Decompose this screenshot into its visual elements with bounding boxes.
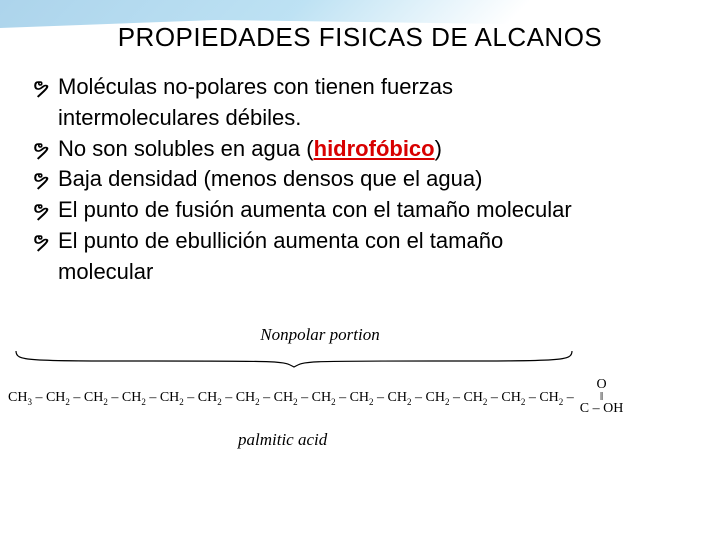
brace-icon xyxy=(14,349,574,369)
bullet-text: Moléculas no-polares con tienen fuerzas xyxy=(58,74,453,99)
bullet-item: ຯ No son solubles en agua (hidrofóbico) xyxy=(32,134,688,165)
acid-name-label: palmitic acid xyxy=(238,430,712,450)
chain-text: CH3 – CH2 – CH2 – CH2 – CH2 – CH2 – CH2 … xyxy=(8,378,574,407)
bullet-item: ຯ Moléculas no-polares con tienen fuerza… xyxy=(32,72,688,103)
bullet-item: ຯ Baja densidad (menos densos que el agu… xyxy=(32,164,688,195)
nonpolar-label: Nonpolar portion xyxy=(0,325,712,345)
bullet-text: ) xyxy=(435,136,442,161)
bullet-item: ຯ El punto de fusión aumenta con el tama… xyxy=(32,195,688,226)
carboxyl-group: O ‖ C – OH xyxy=(580,378,624,416)
bullet-continuation: molecular xyxy=(32,257,688,288)
bullet-text: Baja densidad (menos densos que el agua) xyxy=(58,166,482,191)
bullet-glyph: ຯ xyxy=(32,164,49,195)
bullet-text: El punto de fusión aumenta con el tamaño… xyxy=(58,197,572,222)
bullet-glyph: ຯ xyxy=(32,195,49,226)
c-oh-group: C – OH xyxy=(580,402,624,416)
bullet-text: No son solubles en agua ( xyxy=(58,136,314,161)
bullet-text: El punto de ebullición aumenta con el ta… xyxy=(58,228,503,253)
page-title: PROPIEDADES FISICAS DE ALCANOS xyxy=(0,22,720,53)
bullet-text: molecular xyxy=(58,259,153,284)
molecule-chain: CH3 – CH2 – CH2 – CH2 – CH2 – CH2 – CH2 … xyxy=(8,378,712,416)
bullet-text: intermoleculares débiles. xyxy=(58,105,301,130)
bullet-glyph: ຯ xyxy=(32,226,49,257)
keyword-hidrofobico: hidrofóbico xyxy=(314,136,435,161)
bullet-item: ຯ El punto de ebullición aumenta con el … xyxy=(32,226,688,257)
bullet-list: ຯ Moléculas no-polares con tienen fuerza… xyxy=(32,72,688,288)
molecule-figure: Nonpolar portion CH3 – CH2 – CH2 – CH2 –… xyxy=(8,325,712,450)
bullet-glyph: ຯ xyxy=(32,134,49,165)
bullet-glyph: ຯ xyxy=(32,72,49,103)
bullet-continuation: intermoleculares débiles. xyxy=(32,103,688,134)
